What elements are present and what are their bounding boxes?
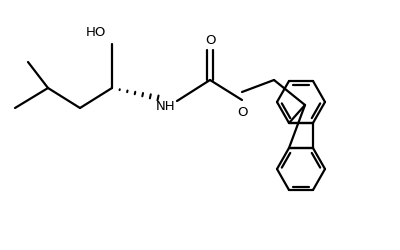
Text: NH: NH: [156, 100, 176, 112]
Text: O: O: [237, 106, 247, 118]
Text: O: O: [205, 34, 215, 46]
Text: HO: HO: [86, 26, 106, 38]
